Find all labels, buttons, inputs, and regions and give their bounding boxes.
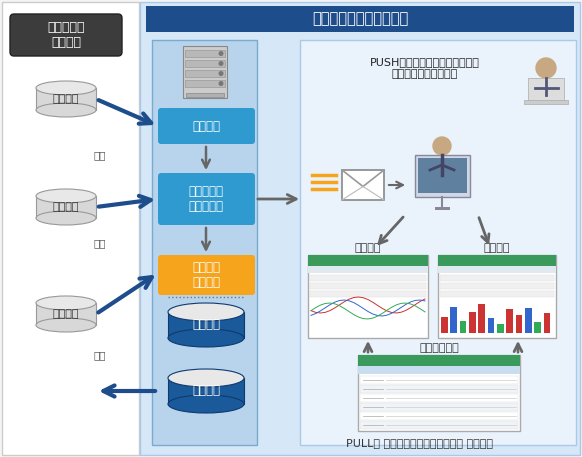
Bar — [497, 324, 503, 333]
Ellipse shape — [36, 81, 96, 95]
Bar — [438, 255, 556, 338]
Bar — [360, 394, 518, 402]
Bar — [360, 421, 518, 429]
Bar — [469, 312, 475, 333]
Text: 連携: 連携 — [94, 238, 107, 248]
Ellipse shape — [168, 303, 244, 321]
Bar — [310, 291, 426, 297]
Bar — [478, 304, 485, 333]
Bar — [438, 255, 556, 266]
Circle shape — [536, 58, 556, 78]
Bar — [435, 207, 450, 210]
Bar — [168, 312, 244, 338]
Ellipse shape — [36, 103, 96, 117]
Bar — [488, 319, 494, 333]
Bar — [183, 46, 227, 98]
Text: アラーム
情報発信: アラーム 情報発信 — [192, 261, 220, 289]
Bar — [525, 308, 531, 333]
Bar — [450, 307, 457, 333]
Circle shape — [433, 137, 451, 155]
Circle shape — [219, 82, 223, 85]
Ellipse shape — [168, 329, 244, 347]
Bar — [528, 78, 564, 103]
Text: 在庫実績: 在庫実績 — [53, 202, 79, 212]
Bar — [168, 378, 244, 404]
Bar — [358, 355, 520, 431]
Circle shape — [219, 52, 223, 55]
Bar — [152, 40, 257, 445]
Bar — [418, 158, 467, 193]
Bar — [360, 385, 518, 393]
Bar — [506, 309, 513, 333]
Bar — [440, 291, 554, 297]
Bar — [300, 40, 576, 445]
Text: 販売計画: 販売計画 — [355, 243, 381, 253]
Bar — [185, 80, 225, 87]
Bar — [186, 93, 224, 97]
Text: 販売予測: 販売予測 — [192, 119, 220, 133]
Bar — [415, 155, 470, 197]
FancyBboxPatch shape — [158, 173, 255, 225]
FancyBboxPatch shape — [158, 255, 255, 295]
Text: 調達計画ソリューション: 調達計画ソリューション — [312, 11, 408, 27]
Bar — [185, 70, 225, 77]
Bar — [441, 317, 448, 333]
Bar — [140, 2, 580, 455]
Bar — [342, 170, 384, 200]
Bar — [360, 412, 518, 420]
Text: 調達計画: 調達計画 — [484, 243, 510, 253]
Bar — [185, 60, 225, 67]
Bar — [310, 283, 426, 289]
Bar — [146, 6, 574, 32]
Bar — [440, 275, 554, 281]
Bar — [534, 323, 541, 333]
Text: 調達シミュ
レーション: 調達シミュ レーション — [189, 185, 223, 213]
FancyBboxPatch shape — [158, 108, 255, 144]
Bar — [308, 255, 428, 266]
Bar — [310, 275, 426, 281]
Ellipse shape — [168, 369, 244, 387]
Bar — [2, 2, 139, 455]
Bar — [308, 255, 428, 338]
Bar — [360, 403, 518, 411]
Bar — [438, 266, 556, 273]
Text: PULL型 アラーム情報を起点とした 計画立案: PULL型 アラーム情報を起点とした 計画立案 — [346, 438, 494, 448]
Text: 基幹系業務
システム: 基幹系業務 システム — [47, 21, 85, 49]
Text: 調達計画: 調達計画 — [192, 384, 220, 398]
Ellipse shape — [36, 296, 96, 310]
Circle shape — [219, 72, 223, 75]
Ellipse shape — [36, 211, 96, 225]
Bar — [524, 100, 568, 104]
Bar — [36, 196, 96, 218]
Ellipse shape — [36, 189, 96, 203]
Bar — [308, 266, 428, 273]
Bar — [358, 366, 520, 374]
Bar — [360, 376, 518, 384]
Text: PUSH型（メール）アラーム情報
を起点とした計画立案: PUSH型（メール）アラーム情報 を起点とした計画立案 — [370, 57, 480, 79]
Ellipse shape — [36, 318, 96, 332]
Text: 販売実績: 販売実績 — [53, 94, 79, 104]
Bar — [440, 283, 554, 289]
Bar — [358, 355, 520, 366]
Bar — [185, 50, 225, 57]
Bar — [36, 88, 96, 110]
Bar — [544, 313, 550, 333]
Ellipse shape — [168, 395, 244, 413]
Circle shape — [219, 62, 223, 65]
Text: 販売計画: 販売計画 — [192, 319, 220, 331]
Bar — [36, 303, 96, 325]
Text: 連携: 連携 — [94, 350, 107, 360]
Text: 連携: 連携 — [94, 150, 107, 160]
Bar — [516, 314, 522, 333]
Bar — [460, 321, 466, 333]
FancyBboxPatch shape — [10, 14, 122, 56]
Text: 入荷予定: 入荷予定 — [53, 309, 79, 319]
Text: アラーム情報: アラーム情報 — [419, 343, 459, 353]
